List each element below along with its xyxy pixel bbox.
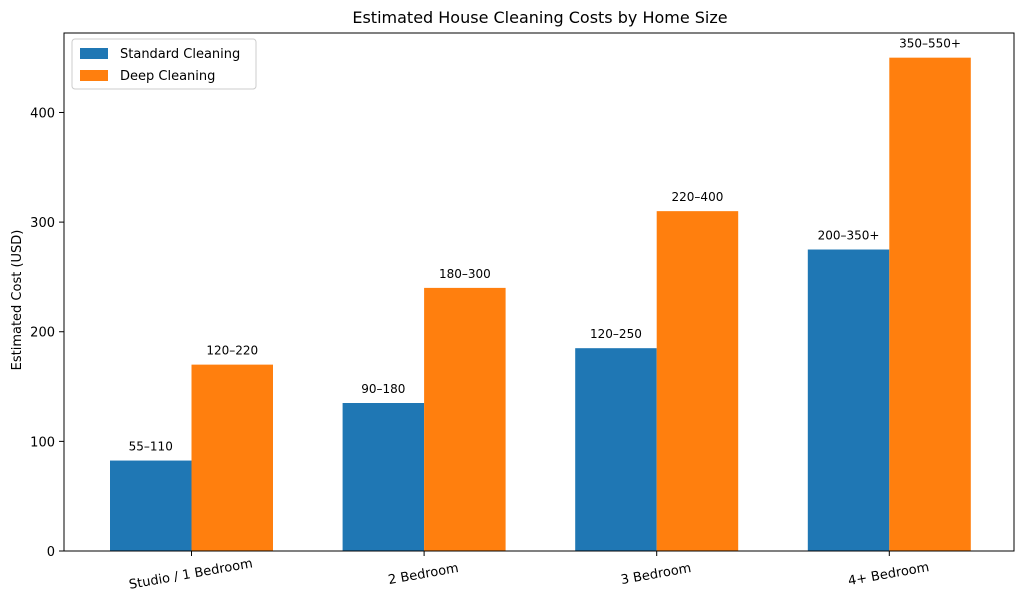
bar-deep-3 bbox=[889, 57, 971, 552]
data-label: 200–350+ bbox=[818, 229, 880, 243]
y-tick-label: 200 bbox=[30, 326, 55, 341]
legend-swatch bbox=[80, 70, 108, 81]
data-label: 180–300 bbox=[439, 267, 491, 281]
bar-standard-0 bbox=[110, 460, 192, 551]
legend-swatch bbox=[80, 48, 108, 59]
y-tick-label: 300 bbox=[30, 216, 55, 231]
y-tick-label: 100 bbox=[30, 435, 55, 450]
plot-area: 55–110 90–180 120–250 200–350+ 120–220 180–30… bbox=[30, 32, 1015, 593]
x-tick-label: Studio / 1 Bedroom bbox=[128, 556, 254, 593]
bar-standard-3 bbox=[807, 249, 890, 551]
chart-title: Estimated House Cleaning Costs by Home S… bbox=[352, 8, 727, 27]
axes-frame bbox=[63, 32, 1015, 552]
data-label: 120–220 bbox=[206, 344, 258, 358]
data-label: 55–110 bbox=[129, 440, 173, 454]
legend-label: Deep Cleaning bbox=[120, 69, 215, 84]
data-label: 120–250 bbox=[590, 327, 642, 341]
legend-box bbox=[71, 38, 257, 90]
y-tick-label: 0 bbox=[47, 545, 55, 560]
data-label: 220–400 bbox=[672, 190, 724, 204]
bar-deep-2 bbox=[656, 211, 739, 552]
x-tick-label: 4+ Bedroom bbox=[847, 560, 930, 589]
y-axis-label: Estimated Cost (USD) bbox=[10, 230, 25, 371]
data-label: 90–180 bbox=[361, 382, 405, 396]
x-tick-label: 2 Bedroom bbox=[387, 561, 460, 588]
data-label: 350–550+ bbox=[899, 37, 961, 51]
legend: Standard Cleaning Deep Cleaning bbox=[71, 38, 257, 90]
x-tick-label: 3 Bedroom bbox=[620, 561, 693, 588]
bar-deep-1 bbox=[424, 287, 506, 551]
bar-deep-0 bbox=[191, 364, 273, 551]
bar-standard-2 bbox=[575, 348, 657, 551]
bar-standard-1 bbox=[342, 403, 425, 551]
legend-label: Standard Cleaning bbox=[120, 47, 240, 62]
y-tick-label: 400 bbox=[30, 106, 55, 121]
